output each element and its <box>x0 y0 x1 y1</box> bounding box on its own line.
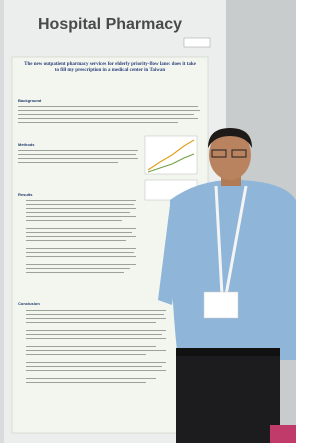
bag <box>270 425 296 443</box>
section-heading: Background <box>18 98 42 103</box>
header-title: Hospital Pharmacy <box>38 16 182 33</box>
poster-tag <box>184 38 210 47</box>
section-heading: Results <box>18 192 33 197</box>
shirt <box>170 180 296 360</box>
badge <box>204 292 238 318</box>
belt <box>176 348 280 356</box>
section-heading: Methods <box>18 142 35 147</box>
section-heading: Conclusion <box>18 301 40 306</box>
photo: Hospital Pharmacy Background Methods Res… <box>0 0 296 443</box>
poster-title: The new outpatient pharmacy services for… <box>22 62 198 74</box>
trousers <box>176 350 280 443</box>
